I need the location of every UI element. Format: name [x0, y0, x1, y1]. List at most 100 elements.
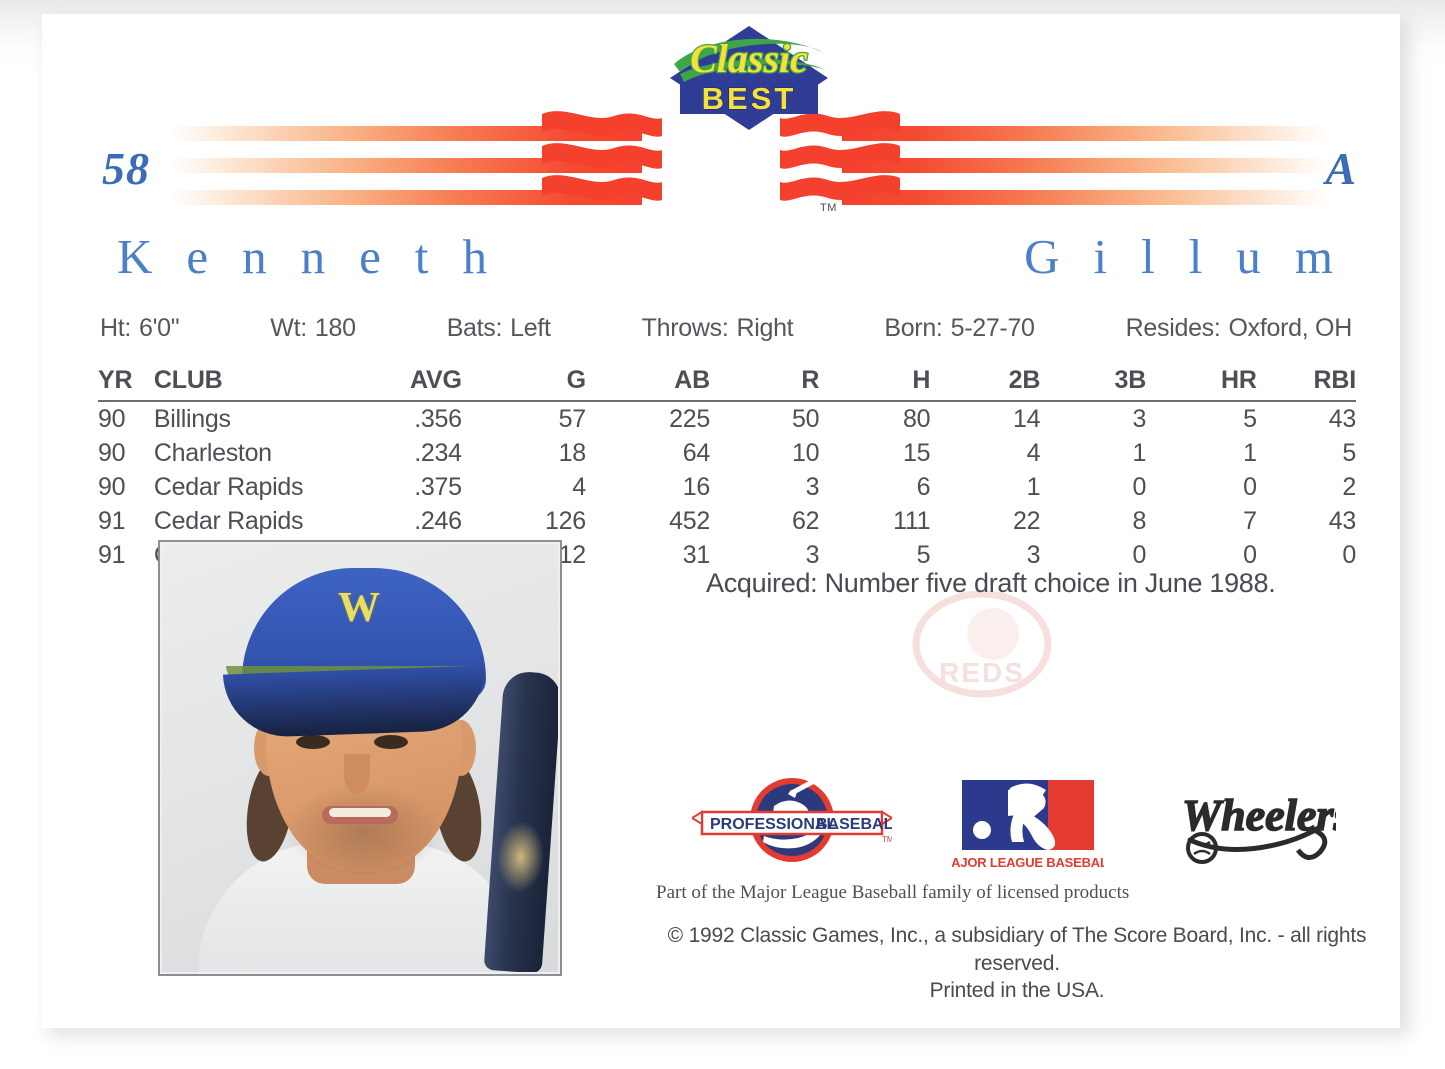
vital-value-4: 5-27-70 [950, 314, 1035, 342]
first-name-char-0: K [117, 229, 153, 284]
card-number: 58 [102, 143, 150, 194]
stats-row: 90 Charleston .234 18 64 10 15 4 1 1 5 [98, 436, 1356, 470]
photo-eye-left [296, 735, 330, 749]
stats-cell-club: Charleston [153, 439, 272, 467]
photo-eye-right [374, 735, 408, 749]
stats-cell-g: 18 [558, 439, 587, 467]
vital-value-1: 180 [314, 314, 356, 342]
last-name-char-1: i [1093, 229, 1108, 284]
stats-cell-3b: 3 [1132, 405, 1147, 433]
last-name-char-2: l [1141, 229, 1155, 284]
card-series-letter: A [1325, 143, 1356, 194]
stats-cell-3b: 1 [1132, 439, 1147, 467]
stats-cell-club: Cedar Rapids [153, 507, 304, 535]
first-name-char-5: t [414, 229, 429, 284]
last-name-char-3: l [1188, 229, 1203, 284]
stats-cell-yr: 90 [98, 473, 126, 501]
stats-cell-2b: 4 [1026, 439, 1041, 467]
stats-header-ab: AB [585, 366, 710, 402]
vital-throws: Throws: Right [642, 314, 794, 343]
vital-label-4: Born: [884, 314, 943, 342]
stats-header-r: R [709, 366, 819, 402]
header-stripe-band [42, 110, 1400, 218]
brand-trademark-mark: TM [820, 202, 837, 214]
copyright-line-1: © 1992 Classic Games, Inc., a subsidiary… [667, 924, 1367, 975]
stats-cell-2b: 14 [1013, 405, 1041, 433]
player-vitals-row: Ht: 6'0" Wt: 180 Bats: Left Throws: Right Born: 5… [100, 314, 1352, 343]
stats-cell-hr: 1 [1243, 439, 1257, 467]
stats-header-h: H [819, 366, 930, 402]
photo-cap-letter: W [338, 585, 380, 631]
stats-header-hr: HR [1146, 366, 1257, 402]
stats-cell-rbi: 43 [1328, 507, 1357, 535]
first-name-char-4: e [359, 229, 381, 284]
stats-header-g: G [461, 366, 586, 402]
vital-bats: Bats: Left [447, 314, 551, 343]
last-name-char-4: u [1236, 229, 1261, 284]
stripe-right-1 [842, 126, 1328, 141]
stats-cell-hr: 0 [1243, 473, 1257, 501]
reds-team-watermark: REDS [897, 582, 1067, 722]
professional-word: PROFESSIONAL [710, 816, 836, 833]
player-photo-frame: W [158, 540, 562, 976]
stats-cell-g: 126 [545, 507, 586, 535]
copyright-line-2: Printed in the USA. [929, 979, 1105, 1003]
stats-header-avg: AVG [335, 366, 462, 402]
vital-value-2: Left [510, 314, 551, 342]
photo-nose [344, 754, 370, 794]
vital-resides: Resides: Oxford, OH [1126, 314, 1353, 343]
last-name-char-0: G [1024, 229, 1060, 284]
stats-cell-yr: 90 [98, 439, 126, 467]
stats-cell-avg: .234 [414, 439, 462, 467]
stripe-left-3 [170, 190, 642, 205]
first-name-char-6: h [462, 229, 488, 284]
stats-cell-avg: .375 [414, 473, 462, 501]
vital-value-3: Right [736, 314, 794, 342]
stats-cell-hr: 5 [1243, 405, 1257, 433]
flag-wave-right [780, 110, 900, 218]
stats-cell-2b: 22 [1013, 507, 1041, 535]
wheelers-script-text: Wheelers [1182, 791, 1336, 840]
stats-cell-g: 12 [558, 541, 587, 569]
first-name-char-1: e [186, 229, 209, 284]
stats-cell-g: 4 [572, 473, 586, 501]
stripe-left-2 [170, 158, 642, 173]
professional-baseball-logo: PROFESSIONAL BASEBALL TM [690, 767, 903, 872]
stats-cell-yr: 91 [98, 541, 126, 569]
stats-cell-3b: 8 [1132, 507, 1147, 535]
vital-wt: Wt: 180 [270, 314, 356, 343]
stats-cell-r: 62 [792, 507, 820, 535]
stats-cell-rbi: 0 [1342, 541, 1356, 569]
flag-wave-left [542, 110, 662, 218]
photo-teeth [329, 808, 391, 817]
stats-cell-ab: 31 [682, 541, 711, 569]
pro-baseball-tm: TM [882, 835, 892, 844]
stripe-right-2 [842, 158, 1328, 173]
vital-born: Born: 5-27-70 [884, 314, 1035, 343]
stats-cell-2b: 1 [1026, 473, 1041, 501]
stats-cell-h: 15 [902, 439, 931, 467]
stats-row: 90 Billings .356 57 225 50 80 14 3 5 43 [98, 401, 1356, 436]
stats-cell-club: Cedar Rapids [153, 473, 304, 501]
classic-script-text: Classic [690, 36, 808, 81]
stats-cell-3b: 0 [1132, 473, 1147, 501]
best-block-text: BEST [702, 81, 797, 116]
vital-label-2: Bats: [446, 314, 503, 342]
baseball-word: BASEBALL [816, 816, 892, 833]
stats-cell-club: Billings [153, 405, 231, 433]
stats-cell-g: 57 [558, 405, 587, 433]
stats-header-3b: 3B [1040, 366, 1146, 402]
stats-cell-ab: 16 [682, 473, 711, 501]
stats-row: 90 Cedar Rapids .375 4 16 3 6 1 0 0 2 [98, 470, 1356, 504]
vital-ht: Ht: 6'0" [100, 314, 180, 343]
stats-cell-r: 3 [805, 473, 820, 501]
stats-cell-avg: .356 [414, 405, 462, 433]
stats-row: 91 Cedar Rapids .246 126 452 62 111 22 8 7 43 [98, 504, 1356, 538]
first-name-char-3: n [300, 229, 326, 284]
stats-cell-rbi: 5 [1342, 439, 1356, 467]
stats-cell-yr: 90 [98, 405, 126, 433]
